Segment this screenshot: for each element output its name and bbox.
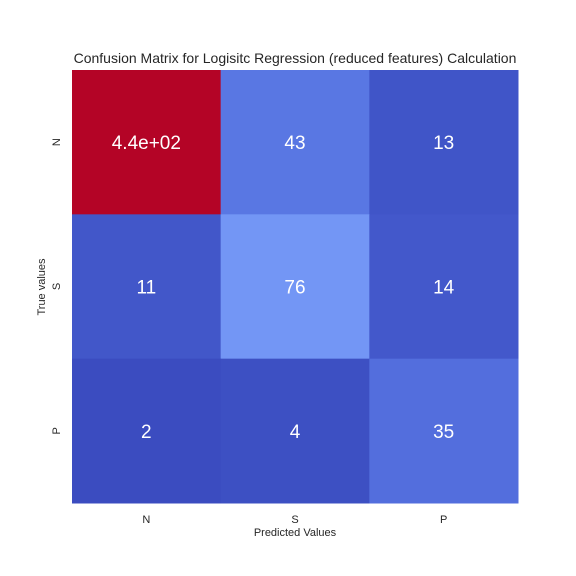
y-tick-label: N (51, 138, 63, 146)
heatmap-cell-P-S (220, 358, 370, 504)
cell-value-label: 13 (433, 133, 454, 154)
heatmap-cell-P-P (369, 358, 519, 504)
heatmap-cells: 4.4e+02 43 13 11 76 14 2 4 35 (72, 70, 519, 504)
x-axis-label: Predicted Values (254, 527, 337, 539)
heatmap-cell-N-N (72, 70, 222, 215)
y-axis-label: True values (36, 258, 48, 316)
y-tick-label: P (51, 427, 63, 434)
heatmap-cell-N-S (220, 70, 370, 215)
cell-value-label: 14 (433, 278, 455, 299)
cell-value-label: 4.4e+02 (112, 133, 181, 154)
heatmap-cell-N-P (369, 70, 519, 215)
heatmap-cell-S-S (220, 214, 370, 360)
chart-title: Confusion Matrix for Logisitc Regression… (74, 50, 517, 66)
cell-value-label: 2 (141, 422, 152, 443)
y-axis-ticks: N S P (51, 138, 63, 434)
x-tick-label: P (440, 514, 447, 526)
x-tick-label: N (142, 514, 150, 526)
heatmap-cell-P-N (72, 358, 222, 504)
cell-value-label: 4 (290, 422, 301, 443)
y-tick-label: S (51, 283, 63, 290)
cell-value-label: 11 (136, 278, 156, 299)
heatmap-cell-S-P (369, 214, 519, 360)
cell-value-label: 76 (284, 278, 305, 299)
heatmap-cell-S-N (72, 214, 222, 360)
x-tick-label: S (291, 514, 298, 526)
cell-value-label: 43 (284, 133, 305, 154)
cell-value-label: 35 (433, 422, 454, 443)
